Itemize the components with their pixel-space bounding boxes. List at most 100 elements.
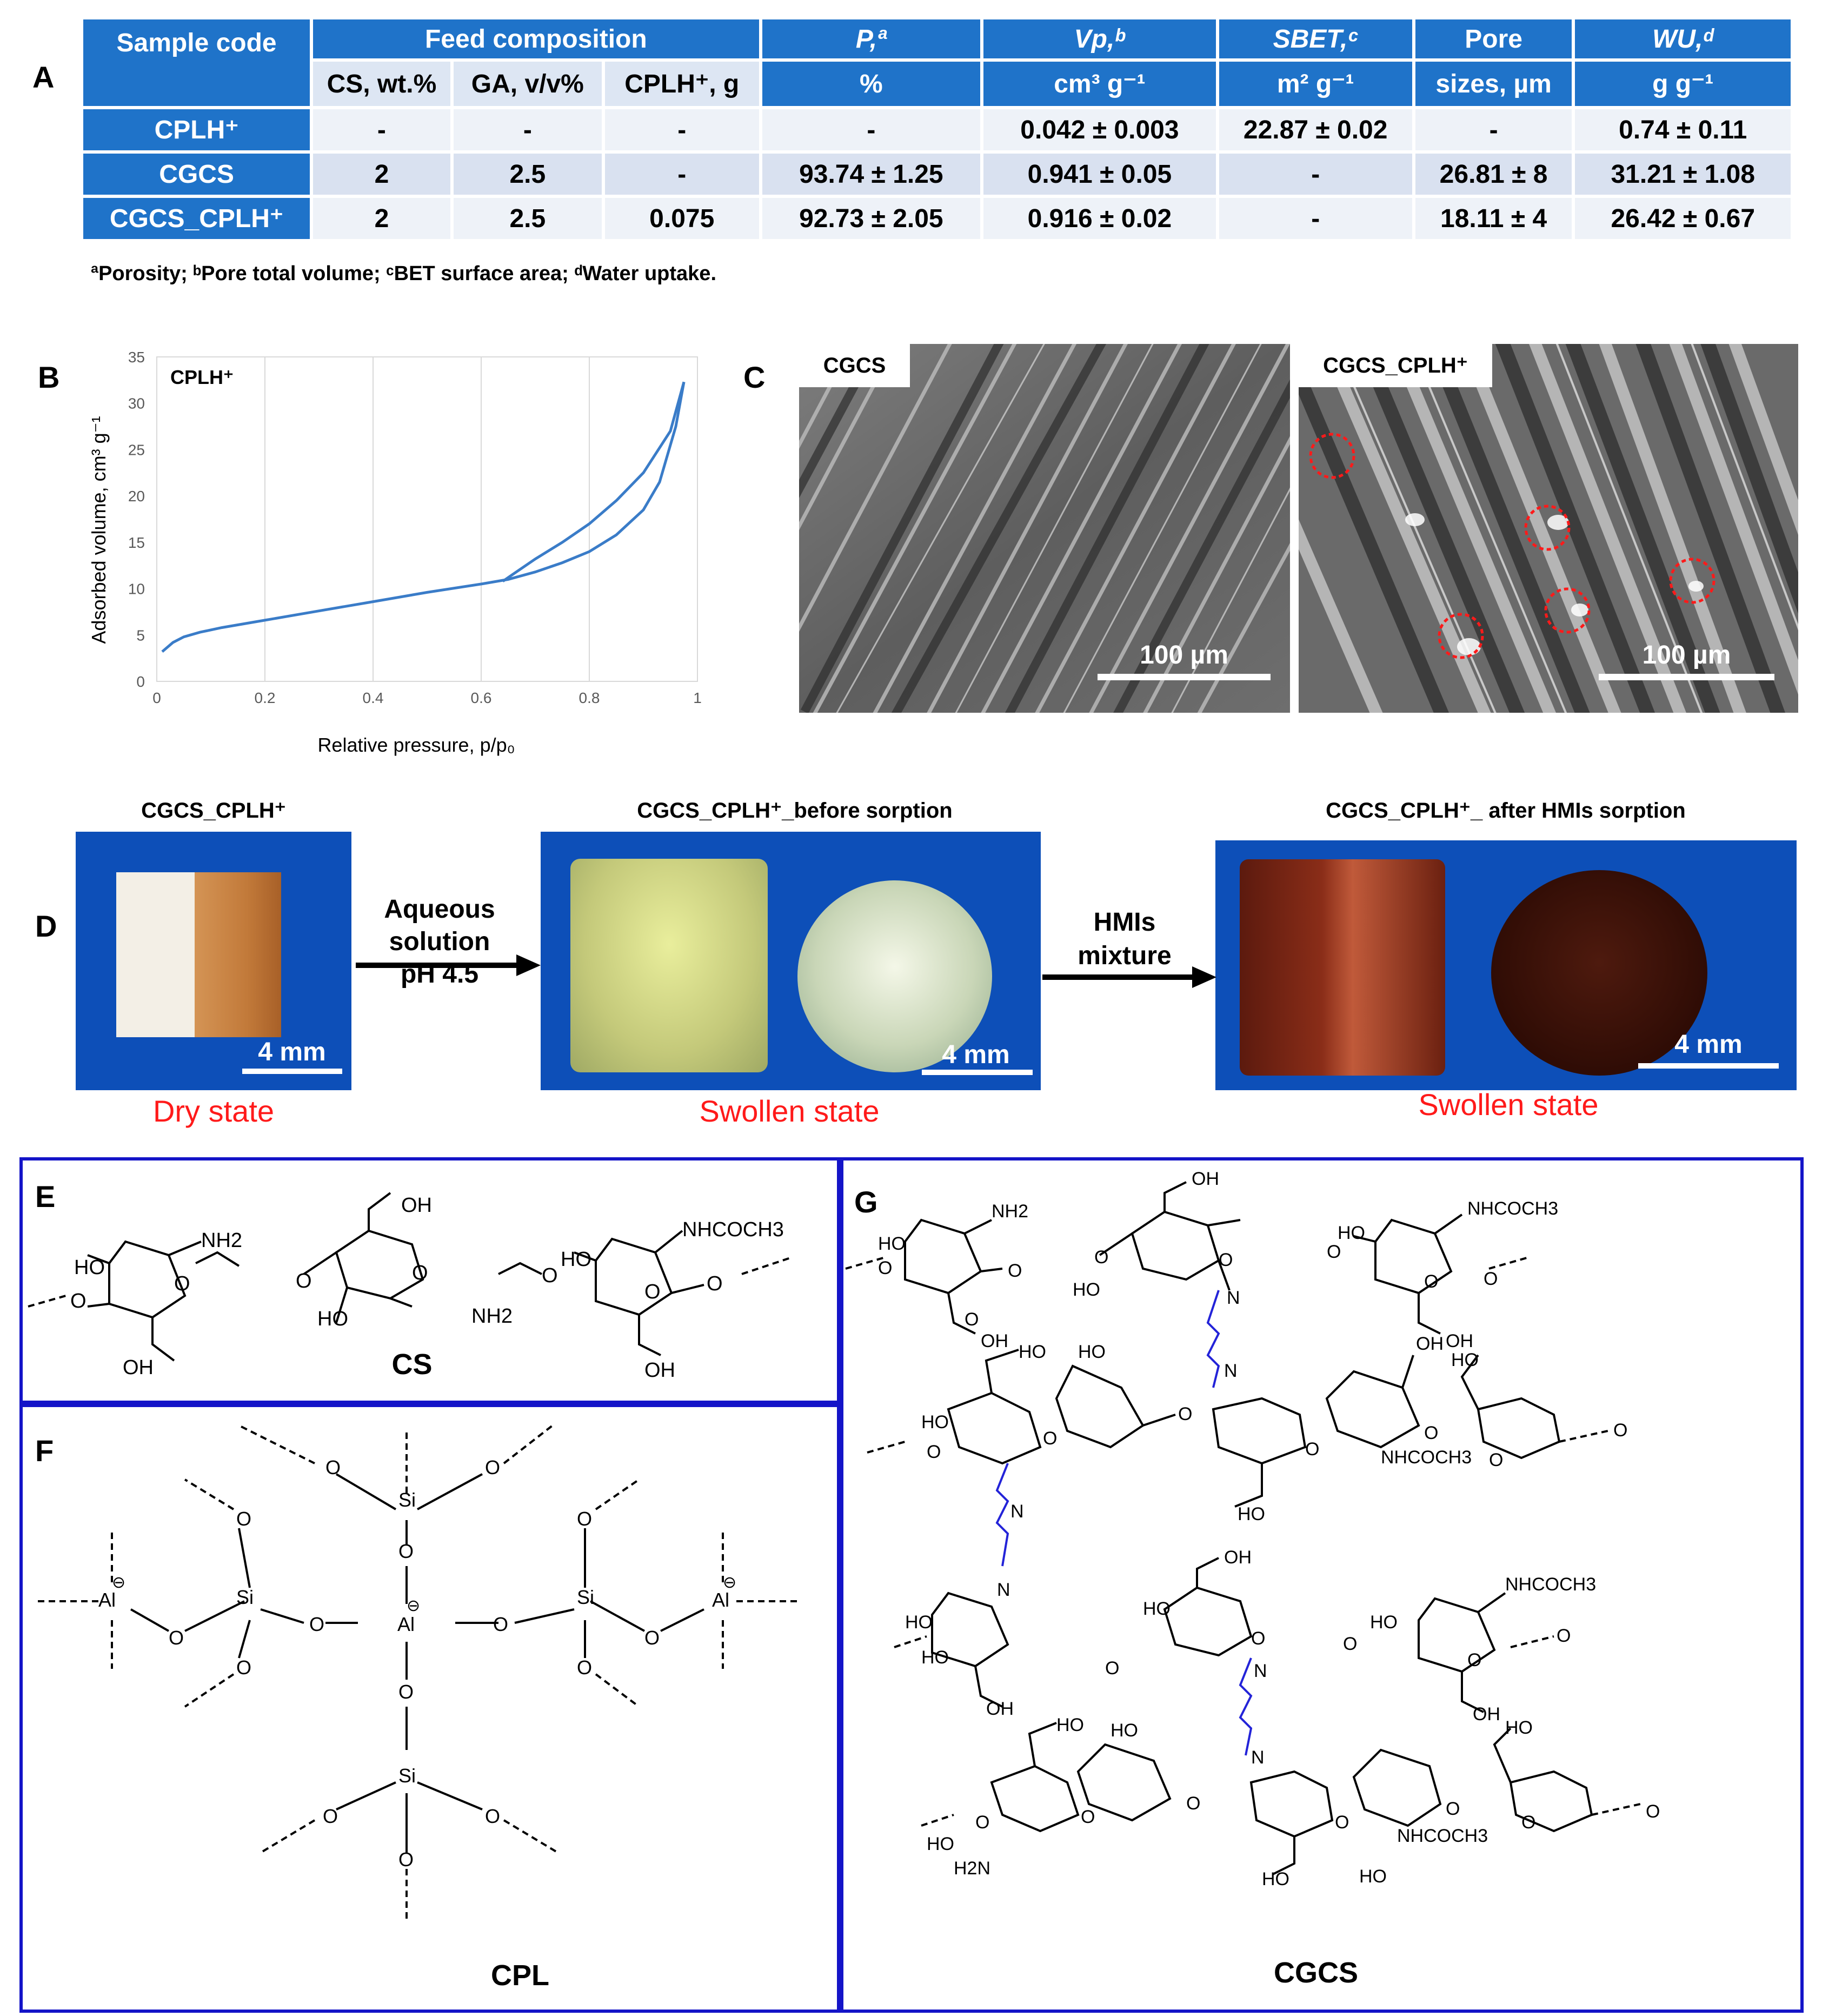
header-vp-unit: cm³ g⁻¹ xyxy=(983,62,1216,106)
particle-markers xyxy=(1309,433,1715,659)
svg-text:HO: HO xyxy=(1078,1342,1106,1362)
svg-text:O: O xyxy=(975,1812,989,1833)
header-sbet: SBET,ᶜ xyxy=(1219,19,1412,58)
svg-text:OH: OH xyxy=(1446,1331,1473,1351)
header-sample-code: Sample code xyxy=(83,19,310,106)
svg-text:O: O xyxy=(1178,1404,1192,1424)
svg-text:O: O xyxy=(1327,1242,1341,1262)
svg-text:N: N xyxy=(1254,1661,1267,1681)
svg-text:HO: HO xyxy=(1338,1223,1365,1243)
sample-white-part xyxy=(116,872,197,1037)
svg-text:OH: OH xyxy=(981,1331,1008,1351)
scale-bar xyxy=(1098,674,1271,680)
svg-text:O: O xyxy=(398,1681,414,1703)
svg-text:O: O xyxy=(1008,1261,1022,1281)
x-axis-label: Relative pressure, p/p₀ xyxy=(317,734,515,756)
particle-circle xyxy=(1309,433,1355,479)
x-tick-label: 1 xyxy=(693,689,702,706)
svg-text:O: O xyxy=(1646,1801,1660,1822)
arrow2-text: HMIs mixture xyxy=(1078,908,1172,970)
arrow1-text: Aqueous solution pH 4.5 xyxy=(384,895,495,989)
svg-text:O: O xyxy=(1043,1428,1057,1449)
header-feed-composition: Feed composition xyxy=(313,19,759,58)
svg-text:OH: OH xyxy=(986,1699,1014,1719)
svg-text:NH2: NH2 xyxy=(471,1305,513,1328)
svg-text:O: O xyxy=(70,1290,87,1312)
x-tick-label: 0 xyxy=(152,689,161,706)
y-tick-label: 10 xyxy=(128,581,145,598)
svg-text:N: N xyxy=(1224,1361,1238,1381)
photo-caption-3: CGCS_CPLH⁺_ after HMIs sorption xyxy=(1326,799,1686,823)
svg-text:O: O xyxy=(965,1309,979,1330)
svg-text:O: O xyxy=(323,1805,338,1827)
svg-text:O: O xyxy=(398,1540,414,1562)
photo-swollen-after: 4 mm xyxy=(1215,840,1797,1090)
panel-b-letter: B xyxy=(38,360,60,394)
photo-dry-sample: 4 mm xyxy=(76,832,351,1090)
table-row: CPLH⁺ - - - - 0.042 ± 0.003 22.87 ± 0.02… xyxy=(83,109,1791,150)
svg-text:O: O xyxy=(878,1258,892,1278)
scale-label: 4 mm xyxy=(1674,1030,1743,1059)
y-tick-label: 25 xyxy=(128,441,145,458)
svg-text:O: O xyxy=(236,1508,251,1530)
svg-text:O: O xyxy=(1489,1450,1503,1470)
svg-text:HO: HO xyxy=(1370,1612,1398,1633)
panel-d-letter: D xyxy=(35,909,57,943)
header-vp: Vp,ᵇ xyxy=(983,19,1216,58)
svg-text:N: N xyxy=(1227,1288,1240,1308)
crosslinker xyxy=(995,1290,1253,1756)
photo-swollen-before: 4 mm xyxy=(541,832,1041,1090)
header-wu: WU,ᵈ xyxy=(1575,19,1791,58)
svg-text:OH: OH xyxy=(1473,1704,1500,1725)
svg-text:HO: HO xyxy=(74,1256,105,1279)
svg-text:O: O xyxy=(1446,1799,1460,1819)
svg-text:NH2: NH2 xyxy=(992,1201,1028,1222)
svg-text:O: O xyxy=(236,1656,251,1679)
x-tick-label: 0.6 xyxy=(471,689,492,706)
svg-text:O: O xyxy=(644,1627,660,1649)
series-line-adsorption xyxy=(161,381,686,653)
header-cs: CS, wt.% xyxy=(313,62,450,106)
svg-text:O: O xyxy=(309,1613,324,1635)
svg-text:HO: HO xyxy=(1111,1720,1138,1741)
svg-text:OH: OH xyxy=(1416,1334,1444,1354)
svg-text:N: N xyxy=(1251,1747,1265,1768)
arrow-right-icon xyxy=(1042,966,1216,988)
y-tick-label: 0 xyxy=(136,673,145,690)
particle-circle xyxy=(1544,587,1591,634)
svg-text:Al: Al xyxy=(712,1589,729,1611)
chitosan-structure: O HO OH O NH2 O HO OH O NH2 O HO O OH NH… xyxy=(28,1192,791,1382)
header-cplh: CPLH⁺, g xyxy=(604,62,759,106)
svg-text:O: O xyxy=(1613,1420,1627,1441)
svg-text:O: O xyxy=(1105,1658,1119,1679)
sample-brown-part xyxy=(195,872,281,1037)
state-label-swollen-1: Swollen state xyxy=(699,1094,880,1128)
svg-text:O: O xyxy=(1521,1812,1535,1833)
sem-texture-left xyxy=(799,344,1290,713)
svg-text:HO: HO xyxy=(905,1612,933,1633)
svg-text:O: O xyxy=(707,1272,723,1295)
svg-text:NHCOCH3: NHCOCH3 xyxy=(1505,1574,1596,1595)
cgcs-structure: O HO O OH NH2 O O HO OH O N O HO O OH NH… xyxy=(845,1169,1660,1989)
particle-circle xyxy=(1669,558,1715,604)
svg-text:HO: HO xyxy=(927,1834,954,1854)
svg-text:NHCOCH3: NHCOCH3 xyxy=(1397,1826,1488,1846)
table-row: CGCS 2 2.5 - 93.74 ± 1.25 0.941 ± 0.05 -… xyxy=(83,154,1791,195)
cs-name: CS xyxy=(391,1348,432,1381)
swollen-cylinder xyxy=(570,859,768,1072)
header-p-unit: % xyxy=(762,62,981,106)
svg-text:NHCOCH3: NHCOCH3 xyxy=(682,1218,784,1241)
cpl-structure: Al ⊖ O Si O O O Si O O O O O Si O O O Al… xyxy=(34,1424,801,1992)
svg-text:O: O xyxy=(325,1456,341,1478)
svg-text:O: O xyxy=(927,1442,941,1462)
svg-text:O: O xyxy=(1305,1439,1319,1460)
svg-text:HO: HO xyxy=(921,1647,949,1668)
svg-text:H2N: H2N xyxy=(954,1858,990,1879)
svg-text:O: O xyxy=(485,1456,500,1478)
frame-e xyxy=(19,1157,843,1407)
svg-text:O: O xyxy=(1343,1634,1357,1654)
photo-caption-1: CGCS_CPLH⁺ xyxy=(141,799,286,823)
svg-text:HO: HO xyxy=(1451,1350,1479,1370)
svg-text:NH2: NH2 xyxy=(201,1229,242,1252)
series-line-desorption xyxy=(502,381,686,582)
